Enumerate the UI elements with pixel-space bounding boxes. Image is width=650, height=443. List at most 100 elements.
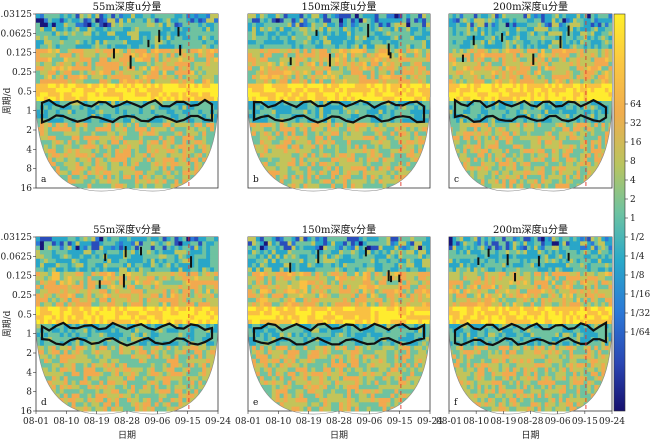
x-tick-label: 08-10 [463,417,489,427]
x-tick-label: 09-06 [545,417,571,427]
significance-contour [398,274,401,283]
y-axis-label: 周期/d [2,87,13,114]
y-tick-label: 8 [26,165,32,175]
power-spectrum [248,14,430,189]
significance-contour [453,320,608,347]
colorbar-tick-label: 1/16 [630,290,650,300]
y-tick-label: 0.03125 [0,10,32,20]
power-spectrum [449,14,612,189]
significance-contour [364,247,367,257]
significance-contour [328,53,331,67]
y-tick-label: 0.25 [12,68,32,78]
significance-contour [537,255,540,267]
panel-a: 55m深度u分量 a 0.03125 0.0625 0.125 0.25 0.5 1 2 4 8 16… [0,0,219,194]
x-tick-label: 09-24 [599,417,625,427]
power-spectrum [36,237,218,412]
cone-of-influence [35,97,219,192]
y-tick-label: 16 [21,407,33,417]
significance-contour [477,257,480,265]
significance-contour [289,57,292,66]
colorbar-tick-label: 8 [630,157,636,167]
panel-f: 200m深度u分量 f 08-01 08-10 08-19 08-28 09-06 09-15… [436,223,625,441]
significance-contour [112,48,115,59]
significance-contour [124,246,127,258]
colorbar-tick-label: 1/2 [630,233,644,243]
y-tick-label: 1 [26,330,32,340]
significance-contour [514,272,517,282]
significance-contour [177,27,180,37]
significance-contour [252,322,426,346]
power-spectrum [248,237,430,412]
y-tick-label: 4 [26,145,32,155]
significance-contour [532,53,535,65]
x-tick-label: 08-10 [265,417,291,427]
x-tick-label: 09-15 [572,417,598,427]
y-tick-label: 0.0625 [1,29,33,39]
x-tick-label: 08-28 [326,417,352,427]
panel-c: 200m深度u分量 c [448,0,613,192]
x-tick-label: 08-10 [53,417,79,427]
significance-contour [461,54,464,63]
x-axis-label: 日期 [330,430,348,441]
colorbar: 64 32 16 8 4 2 1 1/2 1/4 1/8 1/16 1/32 1/64 [613,13,650,412]
significance-contour [389,52,392,59]
colorbar-tick-label: 4 [630,176,636,186]
x-tick-label: 08-01 [235,417,261,427]
x-tick-label: 08-19 [490,417,516,427]
panel-letter: e [253,398,258,408]
colorbar-tick-label: 32 [630,119,641,129]
y-axis-label: 周期/d [2,310,13,337]
colorbar-tick-label: 64 [630,100,642,110]
y-tick-label: 0.5 [18,87,33,97]
panel-b: 150m深度u分量 b [247,0,431,192]
colorbar-tick-label: 16 [630,138,642,148]
significance-contour [289,262,292,273]
significance-contour [317,249,320,264]
power-spectrum [36,14,218,189]
y-tick-label: 0.25 [12,291,32,301]
significance-contour [472,35,475,46]
x-axis-label: 日期 [521,430,539,441]
significance-contour [367,23,370,38]
significance-contour [252,99,426,124]
x-tick-label: 09-15 [175,417,201,427]
significance-contour [122,274,125,288]
x-tick-label: 08-19 [84,417,110,427]
significance-contour [129,55,132,69]
y-tick-label: 0.125 [6,49,32,59]
y-tick-label: 0.03125 [0,233,32,243]
panel-title: 55m深度v分量 [93,223,161,236]
significance-contour [98,280,101,289]
colorbar-tick-label: 1/4 [630,252,645,262]
y-tick-label: 0.0625 [1,252,33,262]
y-tick-label: 0.5 [18,310,33,320]
panel-letter: a [41,175,47,185]
x-tick-label: 09-24 [205,417,231,427]
significance-contour [190,256,193,268]
x-tick-label: 08-19 [296,417,322,427]
panel-title: 200m深度u分量 [493,223,568,236]
significance-contour [567,25,570,36]
panel-title: 150m深度u分量 [301,0,376,13]
significance-contour [559,35,562,49]
significance-contour [315,29,318,36]
panel-letter: b [253,175,259,185]
cone-of-influence [247,97,431,192]
significance-contour [147,39,150,48]
significance-contour [387,270,390,282]
significance-contour [140,246,143,256]
colorbar-tick-label: 1/8 [630,271,645,281]
panel-title: 55m深度u分量 [93,0,162,13]
panel-title: 200m深度u分量 [493,0,568,13]
significance-contour [158,29,161,43]
colorbar-tick-label: 1 [630,214,636,224]
y-tick-label: 16 [21,184,33,194]
significance-contour [40,98,214,124]
x-tick-label: 08-01 [436,417,462,427]
y-tick-label: 2 [26,349,32,359]
x-tick-label: 08-01 [23,417,49,427]
cone-of-influence [448,97,613,192]
colorbar-tick-label: 1/64 [630,328,650,338]
significance-contour [506,254,509,266]
